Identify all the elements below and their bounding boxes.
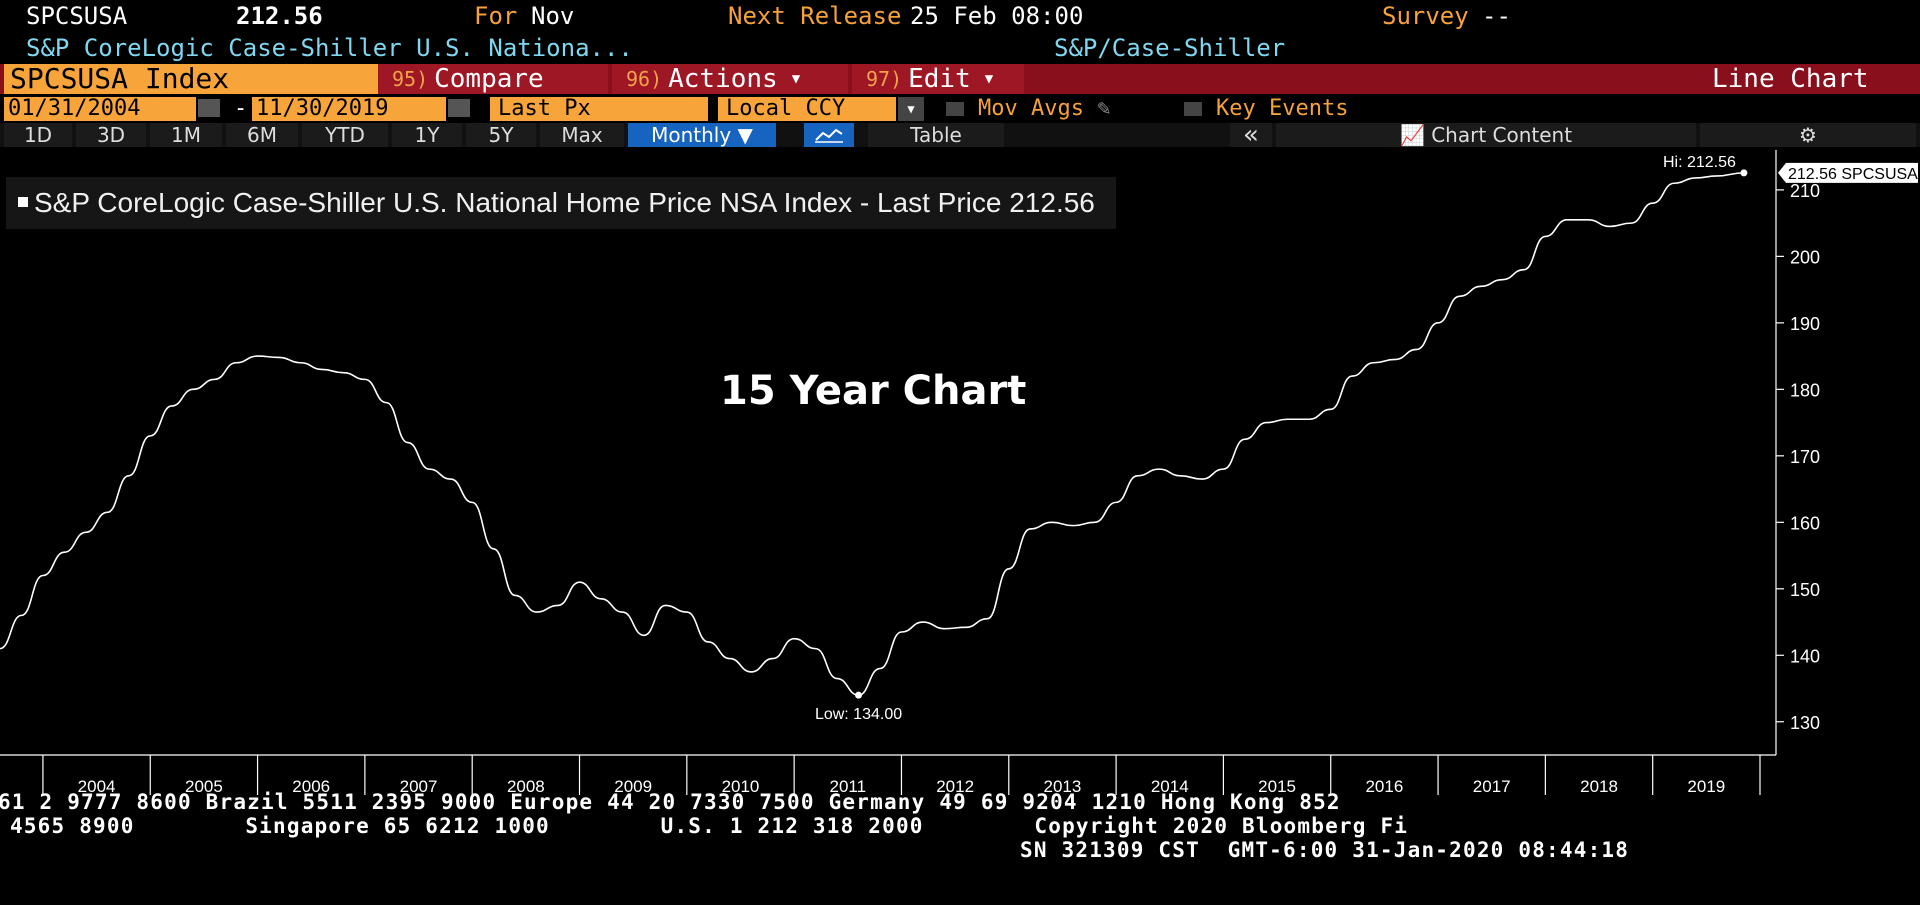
y-tick-label: 140 xyxy=(1790,646,1820,666)
chart-content-button[interactable]: 📈 Chart Content xyxy=(1276,123,1696,147)
edit-label: Edit xyxy=(908,64,971,94)
compare-number: 95) xyxy=(392,67,429,91)
y-tick-label: 180 xyxy=(1790,380,1820,400)
x-tick-label: 2016 xyxy=(1365,777,1403,796)
legend-value: 212.56 xyxy=(1009,187,1095,218)
index-source: S&P/Case-Shiller xyxy=(1054,34,1286,62)
edit-button[interactable]: 97) Edit ▼ xyxy=(852,64,1024,94)
x-tick-label: 2018 xyxy=(1580,777,1618,796)
series-line xyxy=(0,172,1744,696)
survey-value: -- xyxy=(1482,2,1511,30)
table-button[interactable]: Table xyxy=(868,123,1004,147)
line-chart-glyph xyxy=(815,128,843,143)
actions-label: Actions xyxy=(668,64,778,94)
key-events-toggle[interactable]: Key Events xyxy=(1184,97,1348,121)
settings-icon[interactable]: ⚙ xyxy=(1700,123,1916,147)
y-tick-label: 190 xyxy=(1790,314,1820,334)
y-tick-label: 160 xyxy=(1790,513,1820,533)
next-release-label: Next Release xyxy=(728,2,902,30)
chart-legend: S&P CoreLogic Case-Shiller U.S. National… xyxy=(6,177,1116,229)
line-chart-icon[interactable] xyxy=(804,123,854,147)
tab-ytd[interactable]: YTD xyxy=(302,123,388,147)
security-field-text: SPCSUSA Index xyxy=(10,62,230,95)
actions-button[interactable]: 96) Actions ▼ xyxy=(612,64,848,94)
start-date-input[interactable]: 01/31/2004 xyxy=(4,97,196,121)
x-tick-label: 2017 xyxy=(1473,777,1511,796)
legend-text: S&P CoreLogic Case-Shiller U.S. National… xyxy=(34,187,1002,218)
y-tick-label: 150 xyxy=(1790,580,1820,600)
chart-annotation: 15 Year Chart xyxy=(720,368,1027,414)
start-date-text: 01/31/2004 xyxy=(8,96,141,121)
compare-button[interactable]: 95) Compare xyxy=(378,64,608,94)
compare-label: Compare xyxy=(434,64,544,94)
chevron-down-icon: ▼ xyxy=(984,71,994,87)
frequency-dropdown[interactable]: Monthly ▼ xyxy=(628,123,776,147)
tab-6m[interactable]: 6M xyxy=(226,123,298,147)
key-events-label: Key Events xyxy=(1216,96,1349,121)
collapse-icon[interactable]: « xyxy=(1230,122,1272,148)
tab-5y[interactable]: 5Y xyxy=(466,123,536,147)
chart-content-label: Chart Content xyxy=(1431,123,1573,147)
tab-1d[interactable]: 1D xyxy=(4,123,72,147)
legend-swatch xyxy=(18,196,28,207)
low-marker xyxy=(855,691,863,699)
mov-avgs-checkbox[interactable] xyxy=(946,102,964,116)
edit-number: 97) xyxy=(866,67,903,91)
security-field[interactable]: SPCSUSA Index xyxy=(4,64,380,94)
security-long-name: S&P CoreLogic Case-Shiller U.S. Nationa.… xyxy=(26,34,633,62)
footer-line-1: 61 2 9777 8600 Brazil 5511 2395 9000 Eur… xyxy=(0,790,1341,814)
last-price: 212.56 xyxy=(236,2,323,30)
chevron-down-icon: ▼ xyxy=(791,71,801,87)
calendar-icon[interactable] xyxy=(198,99,220,117)
actions-number: 96) xyxy=(626,67,663,91)
y-tick-label: 200 xyxy=(1790,247,1820,267)
tab-max[interactable]: Max xyxy=(540,123,624,147)
field-select[interactable]: Last Px xyxy=(490,97,708,121)
mov-avgs-toggle[interactable]: Mov Avgs ✎ xyxy=(946,97,1110,121)
hi-marker xyxy=(1740,169,1748,177)
tab-1m[interactable]: 1M xyxy=(150,123,222,147)
chart-mode-label[interactable]: Line Chart xyxy=(1712,64,1869,94)
mov-avgs-label: Mov Avgs xyxy=(978,96,1084,121)
survey-label: Survey xyxy=(1382,2,1469,30)
ticker: SPCSUSA xyxy=(26,2,128,30)
end-date-text: 11/30/2019 xyxy=(256,96,389,121)
tab-3d[interactable]: 3D xyxy=(76,123,146,147)
date-dash: - xyxy=(234,96,248,121)
last-price-tag-label: 212.56 SPCSUSA xyxy=(1788,166,1918,183)
y-tick-label: 130 xyxy=(1790,713,1820,733)
hi-label: Hi: 212.56 xyxy=(1663,154,1736,171)
for-label: For xyxy=(474,2,518,30)
pencil-icon[interactable]: ✎ xyxy=(1097,96,1111,121)
chart-content-icon: 📈 xyxy=(1399,123,1425,147)
x-tick-label: 2019 xyxy=(1687,777,1725,796)
y-tick-label: 170 xyxy=(1790,447,1820,467)
footer-line-3: SN 321309 CST GMT-6:00 31-Jan-2020 08:44… xyxy=(1020,838,1630,862)
footer-line-2: 4565 8900 Singapore 65 6212 1000 U.S. 1 … xyxy=(10,814,1409,838)
chevron-down-icon[interactable]: ▼ xyxy=(898,97,924,121)
next-release-value: 25 Feb 08:00 xyxy=(910,2,1084,30)
end-date-input[interactable]: 11/30/2019 xyxy=(252,97,446,121)
for-value: Nov xyxy=(531,2,575,30)
currency-select-text: Local CCY xyxy=(726,96,846,121)
currency-select[interactable]: Local CCY xyxy=(718,97,896,121)
field-select-text: Last Px xyxy=(498,96,591,121)
key-events-checkbox[interactable] xyxy=(1184,102,1202,116)
tab-1y[interactable]: 1Y xyxy=(392,123,462,147)
calendar-icon[interactable] xyxy=(448,99,470,117)
last-price-tag xyxy=(1778,162,1918,183)
y-tick-label: 210 xyxy=(1790,181,1820,201)
low-label: Low: 134.00 xyxy=(815,706,902,723)
